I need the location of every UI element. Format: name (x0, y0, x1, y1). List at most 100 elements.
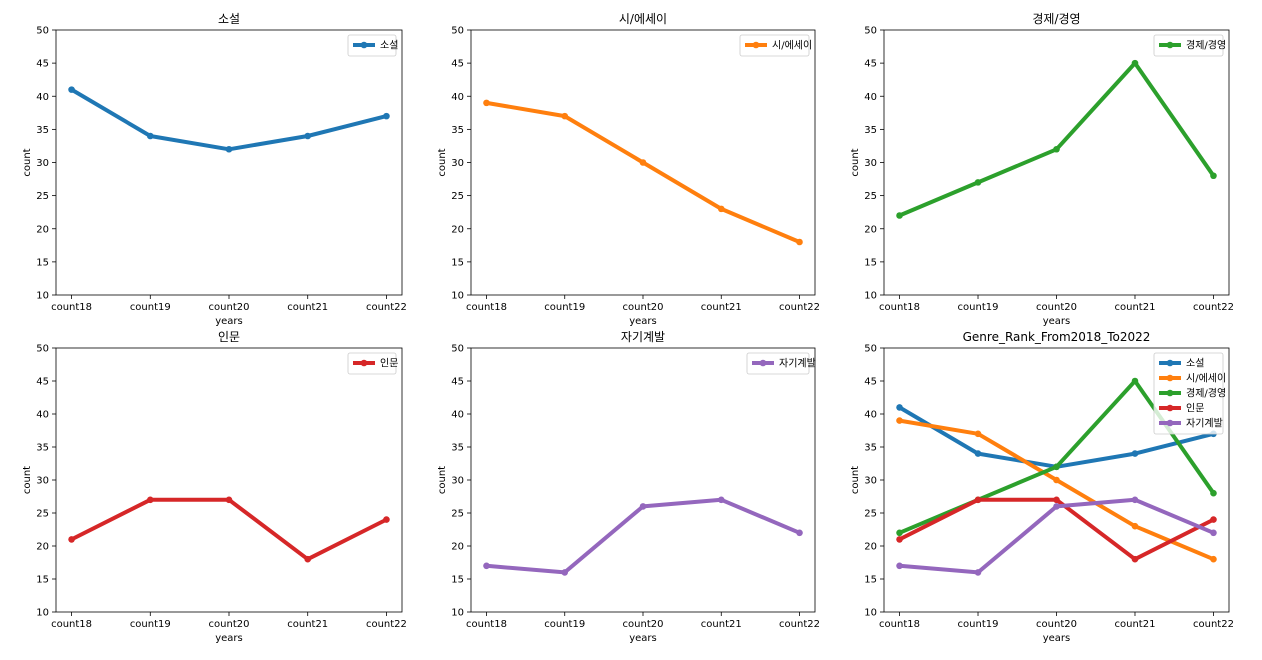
data-point (974, 179, 982, 186)
x-tick-label: count21 (1115, 619, 1156, 630)
data-point (796, 238, 803, 246)
y-axis-label: count (850, 466, 861, 494)
data-point (146, 496, 154, 504)
x-tick-label: count21 (287, 619, 328, 630)
y-tick-label: 10 (864, 291, 877, 302)
data-point (717, 496, 725, 504)
y-tick-label: 40 (864, 92, 877, 103)
x-tick-label: count20 (1036, 619, 1077, 630)
y-tick-label: 30 (451, 476, 464, 487)
y-tick-label: 30 (864, 476, 877, 487)
x-axis-label: years (215, 316, 243, 327)
data-point (896, 562, 903, 570)
y-axis-label: count (437, 148, 448, 176)
x-axis-label: years (1043, 316, 1071, 327)
y-tick-label: 20 (36, 542, 49, 553)
x-tick-label: count18 (879, 619, 920, 630)
data-point (639, 159, 647, 166)
legend-marker (360, 359, 368, 367)
legend-box (1153, 34, 1224, 57)
data-point (974, 430, 982, 438)
legend-marker (1166, 41, 1174, 49)
y-tick-label: 40 (451, 92, 464, 103)
plot-frame (883, 347, 1230, 613)
legend-label: 소설 (380, 40, 398, 52)
legend-label: 인문 (380, 358, 398, 370)
data-point (1053, 145, 1060, 153)
x-axis-label: years (629, 316, 657, 327)
y-axis-label: count (22, 466, 33, 494)
x-tick-label: count20 (623, 302, 664, 313)
legend-marker (1166, 419, 1174, 427)
y-tick-label: 10 (36, 291, 49, 302)
x-tick-label: count20 (209, 302, 250, 313)
series-line (897, 418, 1216, 562)
data-point (717, 205, 725, 213)
y-tick-label: 40 (864, 410, 877, 421)
legend-box (746, 352, 810, 375)
series-line (897, 61, 1216, 218)
legend-label: 자기계발 (779, 358, 816, 370)
data-point (1053, 463, 1060, 471)
chart-panel-2: 시/에세이 10 15 20 25 30 35 40 45 50 count18 count19 cou… (437, 12, 820, 327)
x-tick-label: count22 (779, 302, 820, 313)
data-point (1210, 555, 1217, 563)
data-point (896, 417, 903, 424)
y-tick-label: 25 (36, 191, 49, 202)
legend-marker (360, 41, 368, 49)
y-tick-label: 15 (864, 257, 877, 268)
x-tick-label: count22 (1193, 619, 1234, 630)
x-tick-label: count21 (701, 302, 742, 313)
x-axis-label: years (215, 633, 243, 644)
y-tick-label: 45 (451, 59, 464, 70)
data-point (1053, 476, 1060, 484)
y-axis-label: count (22, 148, 33, 176)
data-point (561, 112, 569, 120)
legend-label: 자기계발 (1186, 418, 1223, 430)
y-tick-label: 25 (864, 509, 877, 520)
legend-marker (1166, 404, 1174, 412)
legend-marker (1166, 389, 1174, 397)
chart-panel-6: Genre_Rank_From2018_To2022 10 15 20 25 30 35 40… (850, 330, 1234, 644)
plot-frame (55, 347, 403, 613)
x-axis-label: years (629, 633, 657, 644)
legend-box (1153, 352, 1224, 435)
legend: 소설 (347, 34, 398, 57)
data-point (146, 132, 154, 140)
legend-marker (752, 41, 760, 49)
y-tick-label: 40 (36, 410, 49, 421)
data-point (974, 496, 982, 504)
data-point (896, 212, 903, 219)
legend-label: 경제/경영 (1186, 39, 1226, 52)
y-tick-label: 20 (451, 224, 464, 235)
y-tick-label: 45 (36, 377, 49, 388)
y-tick-label: 50 (864, 344, 877, 355)
y-tick-label: 25 (36, 509, 49, 520)
x-tick-label: count22 (1193, 302, 1234, 313)
x-tick-label: count20 (1036, 302, 1077, 313)
y-axis-label: count (437, 466, 448, 494)
y-tick-label: 10 (864, 608, 877, 619)
data-point (1131, 59, 1139, 67)
x-tick-label: count19 (958, 619, 999, 630)
y-tick-label: 35 (36, 125, 49, 136)
y-tick-label: 45 (864, 377, 877, 388)
x-tick-label: count18 (466, 302, 507, 313)
y-tick-label: 10 (451, 291, 464, 302)
y-tick-label: 20 (864, 542, 877, 553)
data-point (1131, 522, 1139, 530)
data-point (974, 450, 982, 457)
data-point (483, 99, 490, 107)
y-tick-label: 15 (36, 257, 49, 268)
x-tick-label: count22 (366, 302, 407, 313)
legend-label: 경제/경영 (1186, 387, 1226, 400)
y-tick-label: 15 (451, 575, 464, 586)
legend-label: 시/에세이 (1186, 373, 1226, 385)
y-tick-label: 45 (451, 377, 464, 388)
y-tick-label: 35 (451, 443, 464, 454)
y-tick-label: 10 (451, 608, 464, 619)
plot-frame (470, 347, 816, 613)
data-point (561, 569, 569, 576)
data-point (68, 86, 75, 93)
y-tick-label: 40 (451, 410, 464, 421)
